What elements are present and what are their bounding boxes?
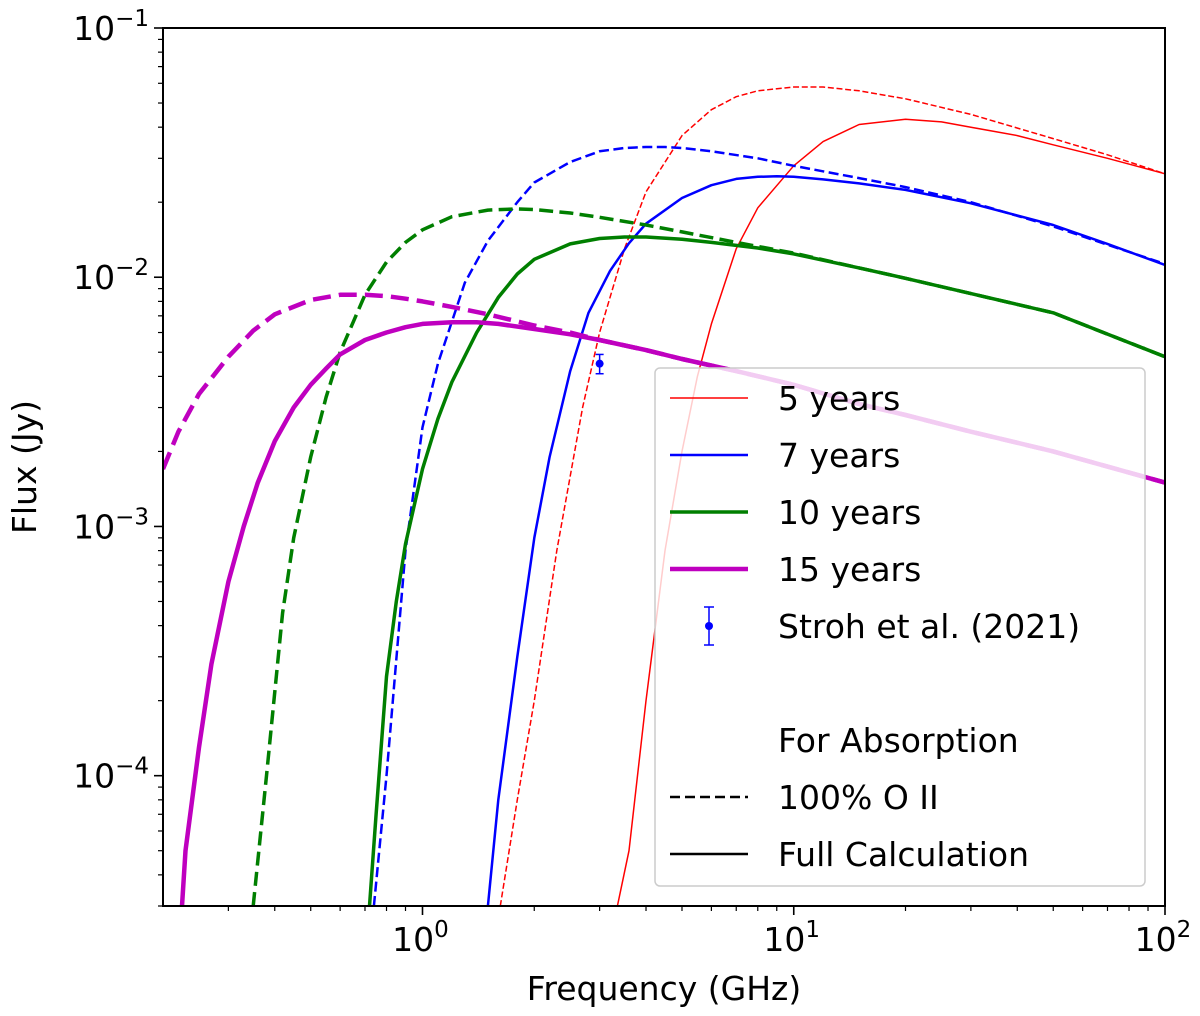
legend-label: 15 years bbox=[778, 550, 921, 589]
curve-7-years-solid bbox=[486, 175, 1165, 906]
observation-stroh-2021 bbox=[595, 353, 604, 375]
x-axis-label: Frequency (GHz) bbox=[527, 969, 801, 1008]
legend-entry-5-years: 5 years bbox=[670, 379, 900, 418]
curve-15-years-dashed bbox=[163, 292, 1165, 485]
axes-frame bbox=[162, 27, 1166, 907]
legend-label: 5 years bbox=[778, 379, 900, 418]
curve-7-years-dashed bbox=[372, 145, 1165, 906]
legend-entry-stroh-et-al-2021: Stroh et al. (2021) bbox=[704, 606, 1080, 646]
y-tick-label: 10−3 bbox=[73, 504, 149, 546]
y-tick-label: 10−1 bbox=[73, 6, 149, 48]
legend-label: 100% O II bbox=[778, 778, 939, 817]
legend-box bbox=[654, 367, 1146, 887]
x-tick-label: 101 bbox=[763, 917, 820, 959]
legend-entry-full-calculation: Full Calculation bbox=[670, 835, 1029, 874]
curve-10-years-solid bbox=[367, 235, 1165, 906]
y-tick-label: 10−4 bbox=[73, 754, 149, 796]
legend-label: 7 years bbox=[778, 436, 900, 475]
legend-label: Full Calculation bbox=[778, 835, 1029, 874]
x-tick-label: 100 bbox=[392, 917, 449, 959]
legend-entry-for-absorption: For Absorption bbox=[778, 721, 1019, 760]
legend-entry-15-years: 15 years bbox=[670, 550, 921, 589]
legend-label: For Absorption bbox=[778, 721, 1019, 760]
legend-entry-10-years: 10 years bbox=[670, 493, 921, 532]
y-tick-label: 10−2 bbox=[73, 255, 149, 297]
observation-points bbox=[595, 353, 604, 375]
curve-5-years-dashed bbox=[499, 86, 1165, 906]
legend-label: 10 years bbox=[778, 493, 921, 532]
legend-entry-100-o-ii: 100% O II bbox=[670, 778, 939, 817]
legend-label: Stroh et al. (2021) bbox=[778, 607, 1080, 646]
legend: 5 years 7 years 10 years 15 years Stroh et a… bbox=[654, 367, 1146, 887]
axis-ticks: 100 101 102 10−4 10−3 10−2 10−1 bbox=[73, 6, 1191, 959]
y-axis-label: Flux (Jy) bbox=[5, 400, 44, 534]
legend-entry-7-years: 7 years bbox=[670, 436, 900, 475]
x-tick-label: 102 bbox=[1135, 917, 1192, 959]
legend-marker bbox=[705, 622, 713, 630]
